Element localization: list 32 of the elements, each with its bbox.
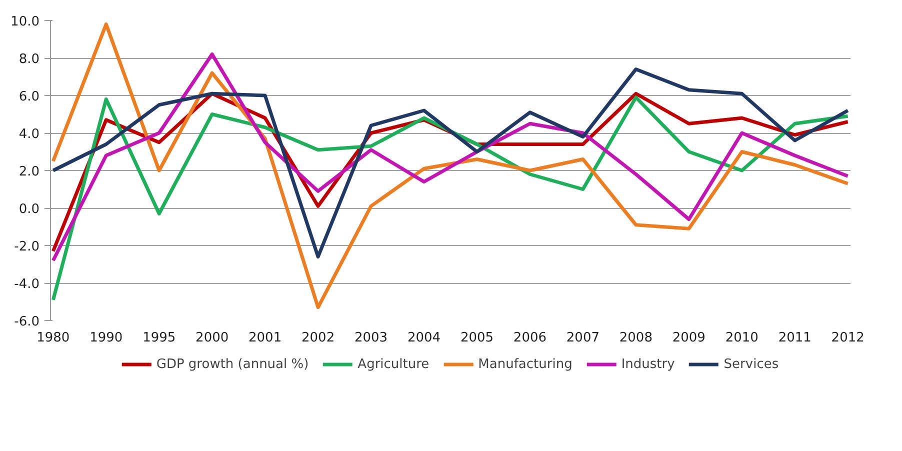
x-tick-label: 2009 (672, 330, 706, 346)
legend-label: Services (724, 356, 779, 372)
x-tick-label: 2005 (460, 330, 494, 346)
y-tick-label: -4.0 (14, 277, 40, 292)
x-tick-label: 2000 (196, 330, 229, 346)
y-tick-label: 6.0 (18, 90, 40, 104)
y-tick-label: 4.0 (18, 127, 40, 142)
y-tick-label: 2.0 (18, 164, 40, 180)
x-tick-label: 2003 (354, 330, 388, 346)
legend-label: GDP growth (annual %) (156, 356, 309, 372)
x-tick-label: 2004 (407, 330, 441, 346)
x-tick-label: 2006 (513, 330, 547, 346)
x-tick-label: 1980 (36, 330, 70, 346)
y-tick-label: 0.0 (18, 202, 40, 217)
x-tick-label: 2007 (566, 330, 600, 346)
legend-label: Manufacturing (478, 356, 572, 372)
x-tick-label: 2010 (725, 330, 758, 346)
x-tick-label: 2012 (831, 330, 864, 346)
line-series (51, 22, 850, 310)
x-tick-label: 2001 (248, 330, 282, 346)
y-tick-label: 10.0 (10, 14, 40, 30)
legend-label: Industry (621, 356, 675, 372)
x-tick-label: 2011 (778, 330, 812, 346)
y-tick-label: -6.0 (14, 314, 40, 330)
legend-label: Agriculture (358, 356, 430, 372)
y-tick-label: 8.0 (18, 52, 40, 67)
x-tick-label: 2008 (619, 330, 652, 346)
x-tick-label: 1995 (142, 330, 176, 346)
x-tick-label: 1990 (90, 330, 123, 346)
line-series (51, 96, 850, 302)
y-tick-label: -2.0 (14, 240, 40, 254)
x-tick-label: 2002 (302, 330, 335, 346)
